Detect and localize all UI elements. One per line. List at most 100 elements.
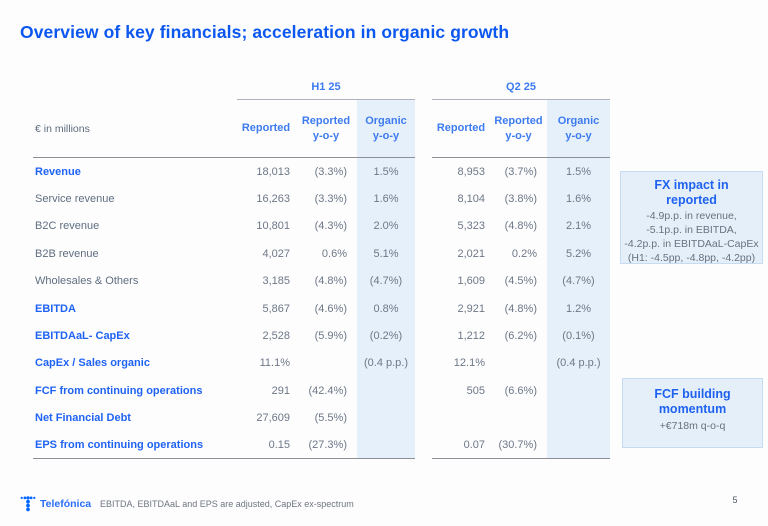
fx-impact-line: -5.1p.p. in EBITDA, <box>646 223 737 236</box>
brand-name: Telefónica <box>40 498 92 510</box>
value-cell: 5,323 <box>457 220 485 233</box>
row-label: B2B revenue <box>35 247 99 260</box>
value-cell <box>547 377 610 405</box>
value-cell: 27,609 <box>256 412 290 425</box>
value-cell: 291 <box>271 384 290 397</box>
value-cell <box>547 404 610 432</box>
value-cell: 0.8% <box>357 294 415 323</box>
value-cell: (42.4%) <box>308 384 347 397</box>
value-cell: (6.6%) <box>504 384 537 397</box>
value-cell <box>357 404 415 432</box>
value-cell <box>357 377 415 405</box>
value-cell: (4.5%) <box>504 275 537 288</box>
value-cell: 2.0% <box>357 212 415 241</box>
spacer <box>415 74 432 100</box>
col-header-q2-organic-yoy: Organic y-o-y <box>547 100 610 158</box>
value-cell: (6.2%) <box>504 330 537 343</box>
value-cell: 11.1% <box>259 357 290 370</box>
value-cell: 0.2% <box>511 247 537 260</box>
col-header-h1-reported-yoy: Reported y-o-y <box>295 100 357 158</box>
col-header-q2-reported: Reported <box>432 100 490 158</box>
value-cell: (5.9%) <box>314 330 347 343</box>
value-cell: (4.7%) <box>357 267 415 295</box>
value-cell: 1.5% <box>357 158 415 186</box>
row-label: Revenue <box>35 165 81 178</box>
value-cell: 2.1% <box>547 212 610 241</box>
value-cell: (4.8%) <box>504 220 537 233</box>
row-label: Service revenue <box>35 193 115 206</box>
value-cell: (3.3%) <box>314 193 347 206</box>
value-cell <box>295 350 357 377</box>
value-cell: 10,801 <box>256 220 290 233</box>
value-cell <box>547 431 610 460</box>
value-cell: (3.3%) <box>314 165 347 178</box>
group-header-h1: H1 25 <box>237 74 415 100</box>
value-cell: 0.6% <box>321 247 347 260</box>
fx-impact-title: FX impact in reported <box>654 178 729 207</box>
page-title: Overview of key financials; acceleration… <box>20 22 510 42</box>
col-header-h1-reported: Reported <box>237 100 295 158</box>
value-cell: 1.2% <box>547 294 610 323</box>
value-cell: 1.5% <box>547 158 610 186</box>
unit-label: € in millions <box>33 100 237 158</box>
spacer <box>33 74 237 100</box>
value-cell: 0.07 <box>432 432 490 460</box>
value-cell: (4.8%) <box>504 302 537 315</box>
value-cell: 4,027 <box>262 247 290 260</box>
value-cell: 2,021 <box>457 247 485 260</box>
value-cell: 8,104 <box>457 193 485 206</box>
group-header-q2: Q2 25 <box>432 74 610 100</box>
value-cell: (4.7%) <box>547 267 610 295</box>
value-cell: (3.7%) <box>504 165 537 178</box>
value-cell: 16,263 <box>256 193 290 206</box>
fcf-momentum-callout: FCF building momentum +€718m q-o-q <box>622 378 763 448</box>
row-label: FCF from continuing operations <box>35 384 203 397</box>
value-cell: (0.4 p.p.) <box>547 349 610 378</box>
row-label: CapEx / Sales organic <box>35 357 150 370</box>
value-cell: 505 <box>466 384 485 397</box>
spacer <box>415 100 432 158</box>
footnote: EBITDA, EBITDAaL and EPS are adjusted, C… <box>100 499 354 509</box>
fx-impact-line: -4.2p.p. in EBITDAaL-CapEx <box>624 237 759 250</box>
fcf-momentum-body: +€718m q-o-q <box>659 420 726 432</box>
value-cell: (0.2%) <box>357 322 415 350</box>
row-label: EPS from continuing operations <box>33 432 237 460</box>
value-cell: 5.1% <box>357 240 415 268</box>
value-cell: (0.1%) <box>547 322 610 350</box>
value-cell <box>357 431 415 460</box>
value-cell: (27.3%) <box>295 432 357 460</box>
telefonica-logo: Telefónica <box>20 496 91 512</box>
value-cell: (4.8%) <box>314 275 347 288</box>
value-cell: (30.7%) <box>490 432 547 460</box>
value-cell: (4.3%) <box>314 220 347 233</box>
row-label: Wholesales & Others <box>35 275 139 288</box>
value-cell: 12.1% <box>453 357 485 370</box>
value-cell: 1,212 <box>457 330 485 343</box>
telefonica-logo-icon <box>20 496 36 512</box>
col-header-q2-reported-yoy: Reported y-o-y <box>490 100 547 158</box>
fcf-momentum-title: FCF building momentum <box>654 387 731 416</box>
value-cell: (4.6%) <box>314 302 347 315</box>
col-header-h1-organic-yoy: Organic y-o-y <box>357 100 415 158</box>
value-cell: 3,185 <box>262 275 290 288</box>
financials-table: H1 25 Q2 25 € in millions Reported Repor… <box>33 74 610 460</box>
value-cell <box>432 405 490 432</box>
row-label: B2C revenue <box>35 220 100 233</box>
value-cell: 1.6% <box>357 185 415 213</box>
page-number: 5 <box>732 495 738 505</box>
fx-impact-line: -4.9p.p. in revenue, <box>646 210 737 222</box>
value-cell: 2,528 <box>262 330 290 343</box>
value-cell: (0.4 p.p.) <box>357 349 415 378</box>
row-label: EBITDAaL- CapEx <box>35 330 130 343</box>
value-cell: 1,609 <box>457 275 485 288</box>
value-cell: (3.8%) <box>504 193 537 206</box>
value-cell: 5.2% <box>547 240 610 268</box>
value-cell: 0.15 <box>237 432 295 460</box>
value-cell: 5,867 <box>262 302 290 315</box>
row-label: EBITDA <box>35 302 76 315</box>
value-cell <box>490 405 547 432</box>
value-cell <box>490 350 547 377</box>
fx-impact-callout: FX impact in reported -4.9p.p. in revenu… <box>620 171 763 264</box>
value-cell: 8,953 <box>457 165 485 178</box>
